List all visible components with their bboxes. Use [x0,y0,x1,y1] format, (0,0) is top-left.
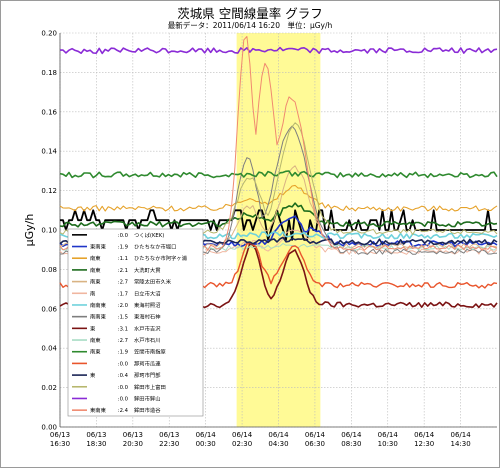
legend-series-name: 鉾田市上富田 [134,383,166,391]
legend-series-name: 大洗町大貫 [134,266,161,274]
legend-wind-speed: :0.0 [118,361,129,367]
x-tick-label: 06/14 [268,431,289,439]
legend-series-name: 水戸市吉沢 [134,324,161,332]
y-tick-label: 0.14 [41,148,57,156]
legend-series-name: 日立市大沼 [134,289,161,297]
legend-series-name: 笠間市南指原 [134,348,166,356]
y-tick-label: 0.16 [41,108,57,116]
y-tick-label: 0.04 [41,345,57,353]
x-tick-label: 04:30 [268,440,288,448]
series-line [60,46,498,55]
y-tick-label: 0.06 [41,305,57,313]
legend-series-name: 常陸太田市久米 [134,278,172,286]
x-tick-label: 06/13 [159,431,179,439]
x-tick-label: 06/14 [232,431,253,439]
legend-wind-speed: :0.0 [118,385,129,391]
chart-title: 茨城県 空間線量率 グラフ [177,6,323,21]
legend-wind-speed: :2.4 [118,408,129,414]
legend-wind-direction: 南東 [90,336,101,344]
x-tick-label: 06/14 [450,431,471,439]
legend-wind-direction: 南東 [90,278,101,286]
x-tick-label: 06/14 [305,431,326,439]
legend-wind-direction: 東南東 [90,406,107,414]
x-tick-label: 06:30 [305,440,325,448]
x-tick-label: 06/13 [50,431,70,439]
x-tick-label: 06/14 [414,431,435,439]
y-tick-label: 0.10 [41,227,57,235]
x-tick-label: 06/14 [196,431,217,439]
y-tick-label: 0.08 [41,266,57,274]
x-tick-label: 08:30 [341,440,361,448]
x-tick-label: 00:30 [196,440,216,448]
legend-series-name: 鉾田市鉾山 [134,394,161,402]
x-tick-label: 02:30 [232,440,252,448]
x-tick-label: 06/13 [123,431,143,439]
y-tick-label: 0.00 [41,424,57,432]
x-tick-label: 06/14 [341,431,362,439]
legend-wind-speed: :2.1 [118,268,128,274]
legend-series-name: 東海村照沼 [134,301,161,309]
y-tick-label: 0.12 [41,187,57,195]
series-line [59,184,498,212]
series-line [60,209,497,241]
y-tick-label: 0.02 [41,384,57,392]
legend-wind-direction: 南東 [90,266,101,274]
x-tick-label: 22:30 [159,440,179,448]
legend-series-name: 鉾田市造谷 [134,406,161,414]
legend-wind-direction: 南 [90,289,95,297]
x-tick-label: 20:30 [123,440,143,448]
legend-wind-speed: :2.7 [118,280,128,286]
legend-wind-direction: 南東 [90,254,101,262]
legend-wind-speed: :2.7 [118,338,128,344]
legend-wind-direction: 東南東 [90,243,107,251]
legend-wind-speed: :0.0 [118,396,129,402]
y-axis-label: μGy/h [23,214,36,247]
legend-wind-direction: 南東 [90,348,101,356]
x-tick-label: 16:30 [50,440,70,448]
legend-wind-speed: :0.4 [118,373,129,379]
legend-wind-speed: :0.0 [118,233,129,239]
legend-series-name: 東海村石神 [134,313,161,321]
legend-wind-speed: :2.0 [118,303,129,309]
x-tick-label: 14:30 [450,440,470,448]
legend-wind-speed: :1.7 [118,291,128,297]
legend-wind-speed: :3.1 [118,326,128,332]
legend-series-name: 那珂市門部 [134,371,161,379]
legend-wind-direction: 南南東 [90,313,107,321]
legend-series-name: つくば(KEK) [134,231,164,239]
x-tick-label: 06/14 [378,431,399,439]
x-tick-label: 18:30 [86,440,106,448]
legend-wind-direction: 東 [90,324,96,332]
y-tick-label: 0.18 [41,69,57,77]
legend-wind-direction: 東 [90,371,96,379]
legend-series-name: ひたちなか市堀口 [134,243,176,251]
legend-series-name: ひたちなか市阿字ヶ浦 [134,254,188,262]
x-tick-label: 12:30 [414,440,434,448]
legend-wind-speed: :1.1 [118,256,128,262]
legend-series-name: 那珂市瓜連 [134,359,161,367]
x-tick-label: 10:30 [378,440,398,448]
legend-wind-speed: :1.5 [118,315,128,321]
chart-subtitle: 最新データ：2011/06/14 16:20 単位：μGy/h [167,21,333,30]
legend-wind-speed: :1.9 [118,245,128,251]
legend-wind-direction: 南南東 [90,301,107,309]
legend-wind-speed: :1.9 [118,350,128,356]
legend-box [67,228,204,417]
legend-series-name: 水戸市石川 [134,336,161,344]
x-tick-label: 06/13 [86,431,106,439]
series-line [59,202,498,228]
y-tick-label: 0.20 [41,30,57,38]
